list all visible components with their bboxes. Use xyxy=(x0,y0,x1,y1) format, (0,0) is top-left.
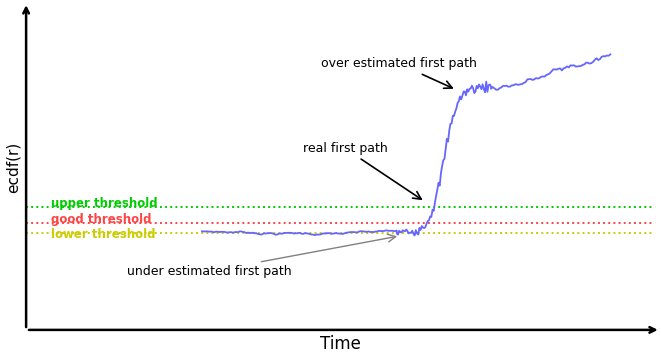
X-axis label: Time: Time xyxy=(320,335,361,354)
Text: lower threshold: lower threshold xyxy=(52,228,156,241)
Text: upper threshold: upper threshold xyxy=(52,197,158,210)
Text: good threshold: good threshold xyxy=(52,213,152,226)
Text: under estimated first path: under estimated first path xyxy=(127,234,396,278)
Y-axis label: ecdf(r): ecdf(r) xyxy=(5,142,20,194)
Text: real first path: real first path xyxy=(303,142,421,199)
Text: over estimated first path: over estimated first path xyxy=(321,57,477,88)
